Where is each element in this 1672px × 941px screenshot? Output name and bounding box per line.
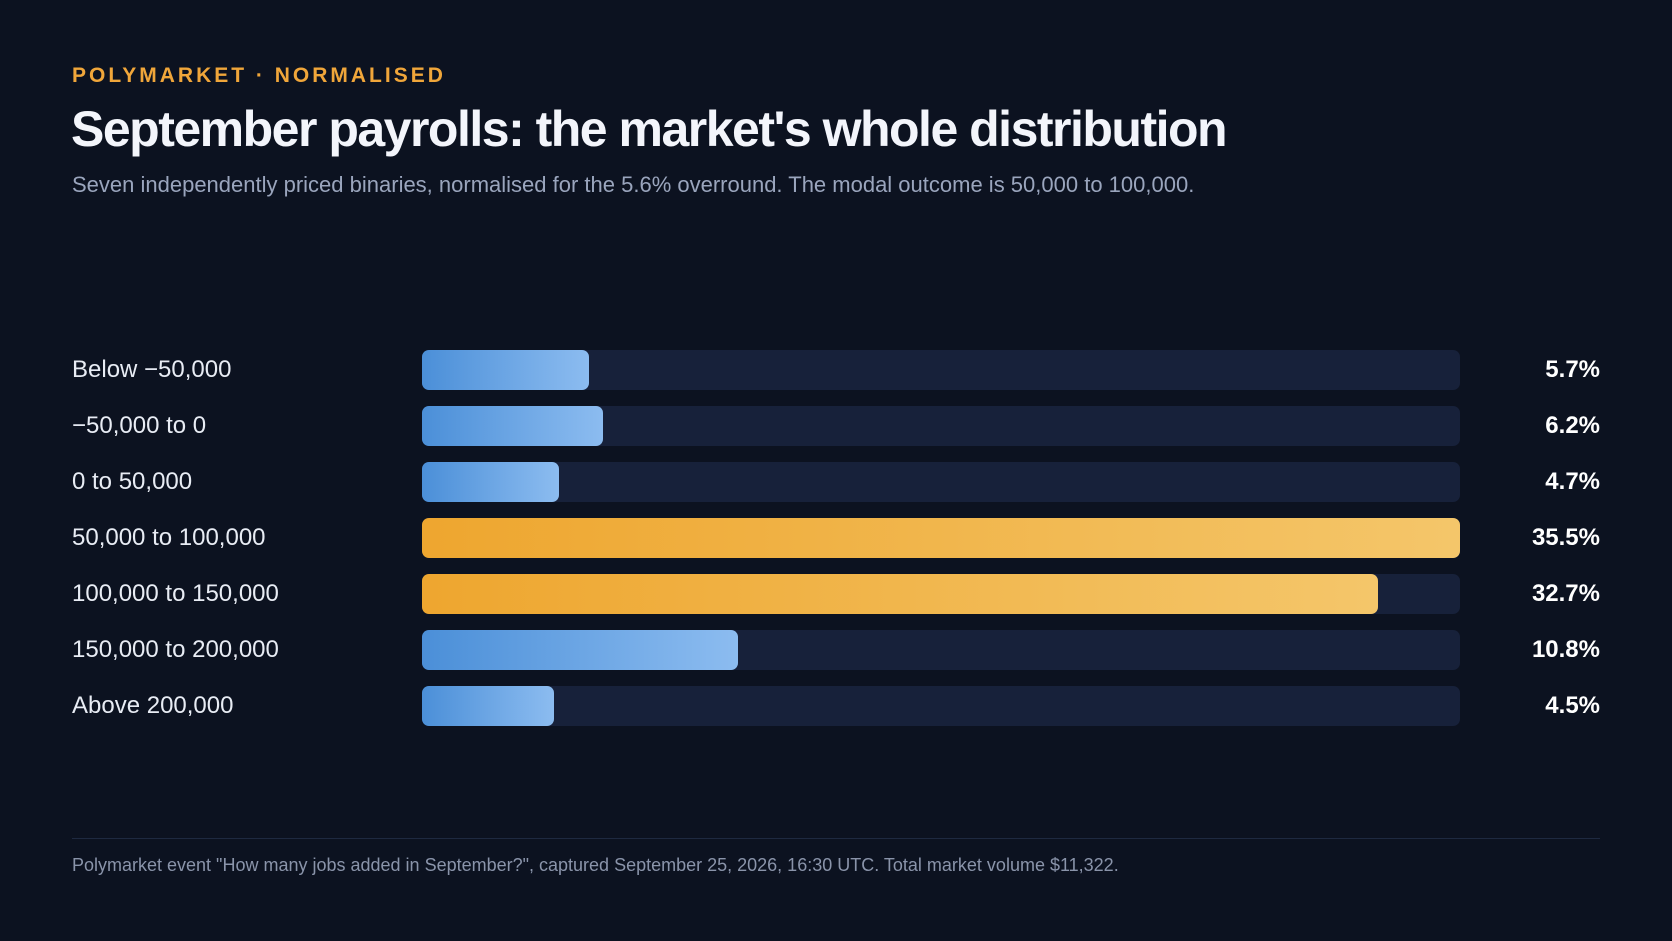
bar-track: [422, 462, 1460, 502]
value-label: 6.2%: [1545, 412, 1600, 439]
bar: [422, 574, 1378, 614]
footer-divider: [72, 838, 1600, 839]
bar-track: [422, 574, 1460, 614]
bar: [422, 686, 554, 726]
page-title: September payrolls: the market's whole d…: [71, 101, 1228, 157]
bar: [422, 350, 589, 390]
subtitle: Seven independently priced binaries, nor…: [72, 172, 1195, 197]
value-label: 35.5%: [1531, 524, 1600, 551]
bar-track: [422, 518, 1460, 558]
chart-row: 0 to 50,000 4.7%: [72, 462, 1600, 502]
chart-row: 150,000 to 200,000 10.8%: [72, 630, 1600, 670]
chart-row: −50,000 to 0 6.2%: [72, 406, 1600, 446]
bar: [422, 630, 738, 670]
value-label: 32.7%: [1531, 580, 1600, 607]
category-label: 0 to 50,000: [72, 468, 193, 495]
category-label: 50,000 to 100,000: [72, 524, 266, 551]
chart-row: 100,000 to 150,000 32.7%: [72, 574, 1600, 614]
category-label: 150,000 to 200,000: [72, 636, 279, 663]
value-label: 10.8%: [1531, 636, 1600, 663]
value-label: 5.7%: [1545, 356, 1600, 383]
bar: [422, 462, 559, 502]
category-label: 100,000 to 150,000: [72, 580, 279, 607]
chart-row: 50,000 to 100,000 35.5%: [72, 518, 1600, 558]
chart-row: Above 200,000 4.5%: [72, 686, 1600, 726]
value-label: 4.7%: [1545, 468, 1600, 495]
kicker: POLYMARKET · NORMALISED: [72, 64, 446, 87]
bar: [422, 406, 603, 446]
category-label: −50,000 to 0: [72, 412, 207, 439]
bar-chart: Below −50,000 5.7% −50,000 to 0 6.2% 0 to 50…: [72, 350, 1600, 730]
bar-track: [422, 686, 1460, 726]
category-label: Above 200,000: [72, 692, 234, 719]
bar: [422, 518, 1460, 558]
chart-row: Below −50,000 5.7%: [72, 350, 1600, 390]
category-label: Below −50,000: [72, 356, 232, 383]
bar-track: [422, 630, 1460, 670]
bar-track: [422, 350, 1460, 390]
bar-track: [422, 406, 1460, 446]
source-note: Polymarket event "How many jobs added in…: [72, 855, 1119, 875]
value-label: 4.5%: [1545, 692, 1600, 719]
